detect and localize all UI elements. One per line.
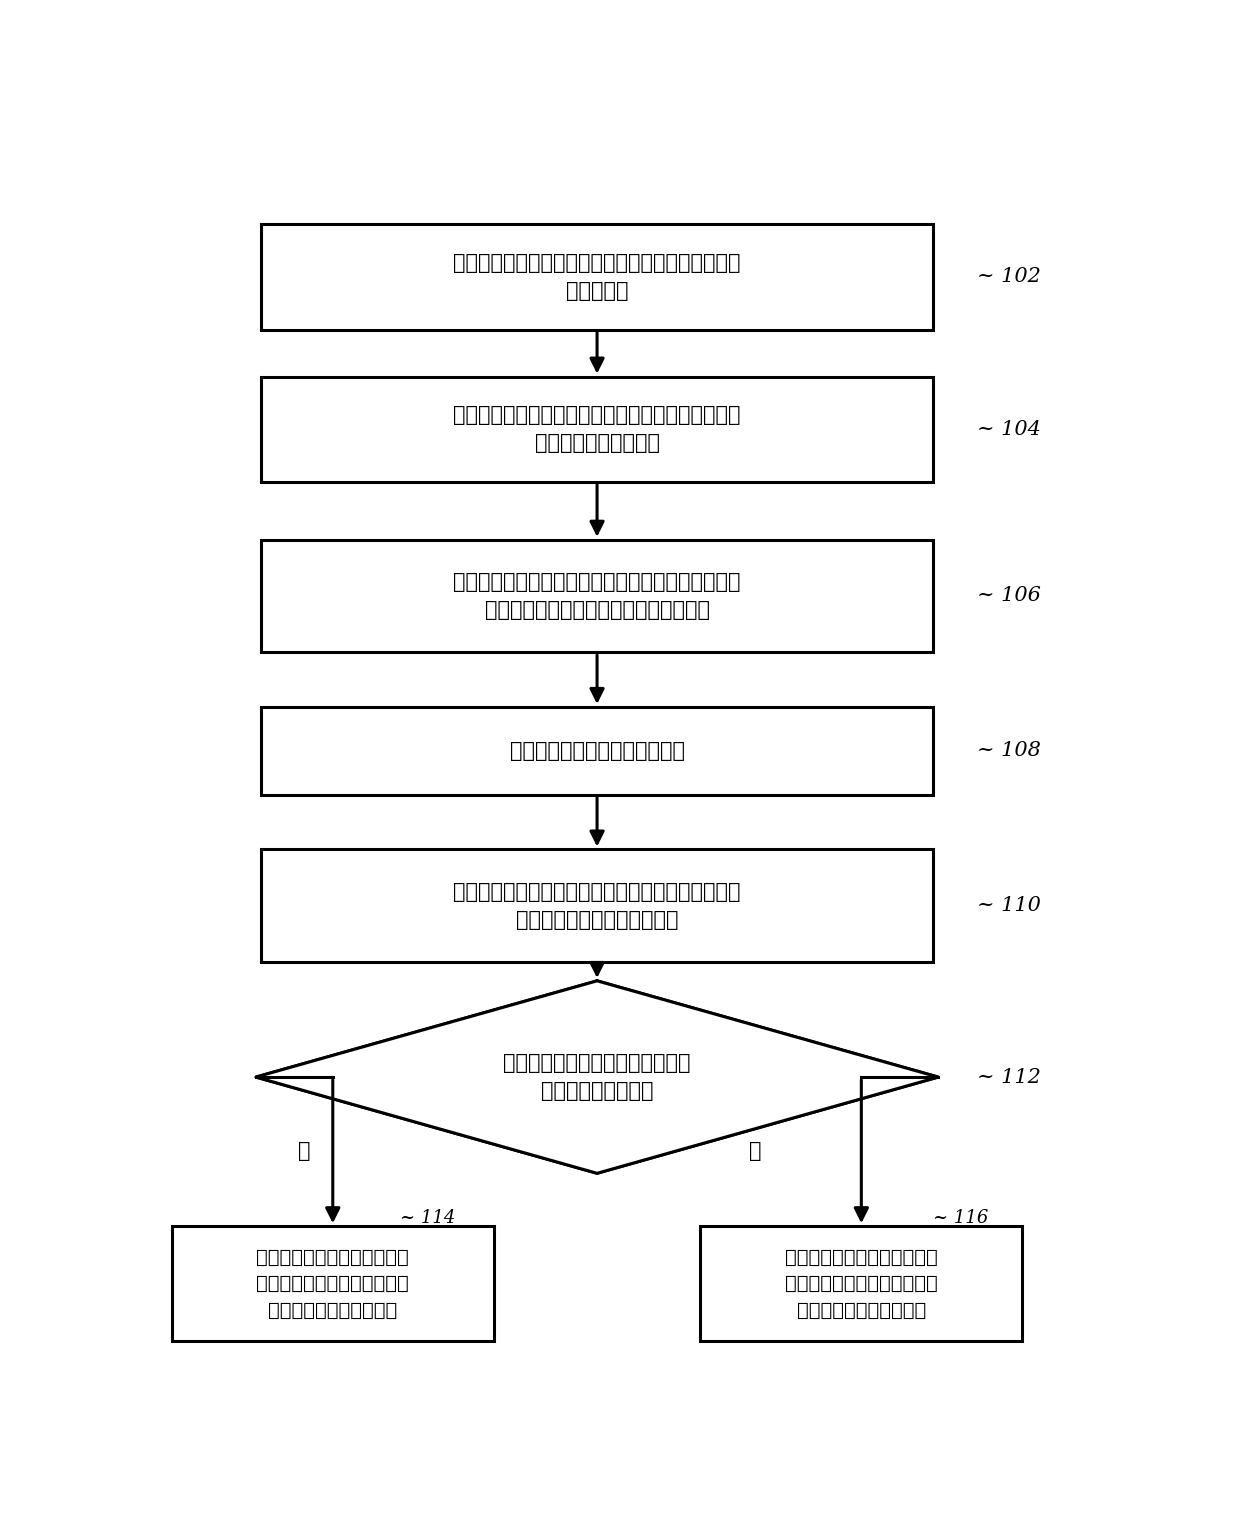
Bar <box>172 1227 494 1341</box>
Text: 将最终统计得到的深度数据中
频次最高的深度数据确定为交
互目标与机器人之间距离: 将最终统计得到的深度数据中 频次最高的深度数据确定为交 互目标与机器人之间距离 <box>257 1248 409 1320</box>
Text: 将最终统计得到的深度数据中
频次次高的深度数据确定为交
互目标与机器人之间距离: 将最终统计得到的深度数据中 频次次高的深度数据确定为交 互目标与机器人之间距离 <box>785 1248 937 1320</box>
Polygon shape <box>255 981 939 1173</box>
Bar <box>260 707 934 796</box>
Text: ~ 104: ~ 104 <box>977 419 1040 439</box>
Bar <box>260 539 934 652</box>
Text: ~ 108: ~ 108 <box>977 741 1040 760</box>
Text: 基于预设第二容差对过滤后的深度数据进行扫描，统
计频次最高和次高的深度数据: 基于预设第二容差对过滤后的深度数据进行扫描，统 计频次最高和次高的深度数据 <box>454 882 740 930</box>
Text: ~ 116: ~ 116 <box>934 1209 988 1227</box>
Text: ~ 110: ~ 110 <box>977 896 1040 916</box>
Bar <box>260 376 934 482</box>
Bar <box>260 224 934 329</box>
Text: ~ 106: ~ 106 <box>977 587 1040 605</box>
Text: ~ 112: ~ 112 <box>977 1068 1040 1087</box>
Text: ~ 102: ~ 102 <box>977 267 1040 287</box>
Text: 是: 是 <box>298 1141 310 1161</box>
Text: 基于预设第一容差对矩形框区域进行行或列扫描，统
计每一行或每一列中最高频次的深度数据: 基于预设第一容差对矩形框区域进行行或列扫描，统 计每一行或每一列中最高频次的深度… <box>454 572 740 620</box>
Text: 否: 否 <box>749 1141 761 1161</box>
Bar <box>260 849 934 962</box>
Text: 对统计得到的深度数据进行过滤: 对统计得到的深度数据进行过滤 <box>510 741 684 760</box>
Bar <box>701 1227 1022 1341</box>
Text: 判断所述矩形框区域的尺寸比是否
满足预置人体尺寸比: 判断所述矩形框区域的尺寸比是否 满足预置人体尺寸比 <box>503 1053 691 1100</box>
Text: ~ 114: ~ 114 <box>401 1209 455 1227</box>
Text: 基于所述图像以及所述深度图提取所述交互目标所在
矩形框区域的深度数据: 基于所述图像以及所述深度图提取所述交互目标所在 矩形框区域的深度数据 <box>454 405 740 453</box>
Text: 获取交互目标在拍摄场景下的图像以及与所述图像对
齐的深度图: 获取交互目标在拍摄场景下的图像以及与所述图像对 齐的深度图 <box>454 253 740 300</box>
